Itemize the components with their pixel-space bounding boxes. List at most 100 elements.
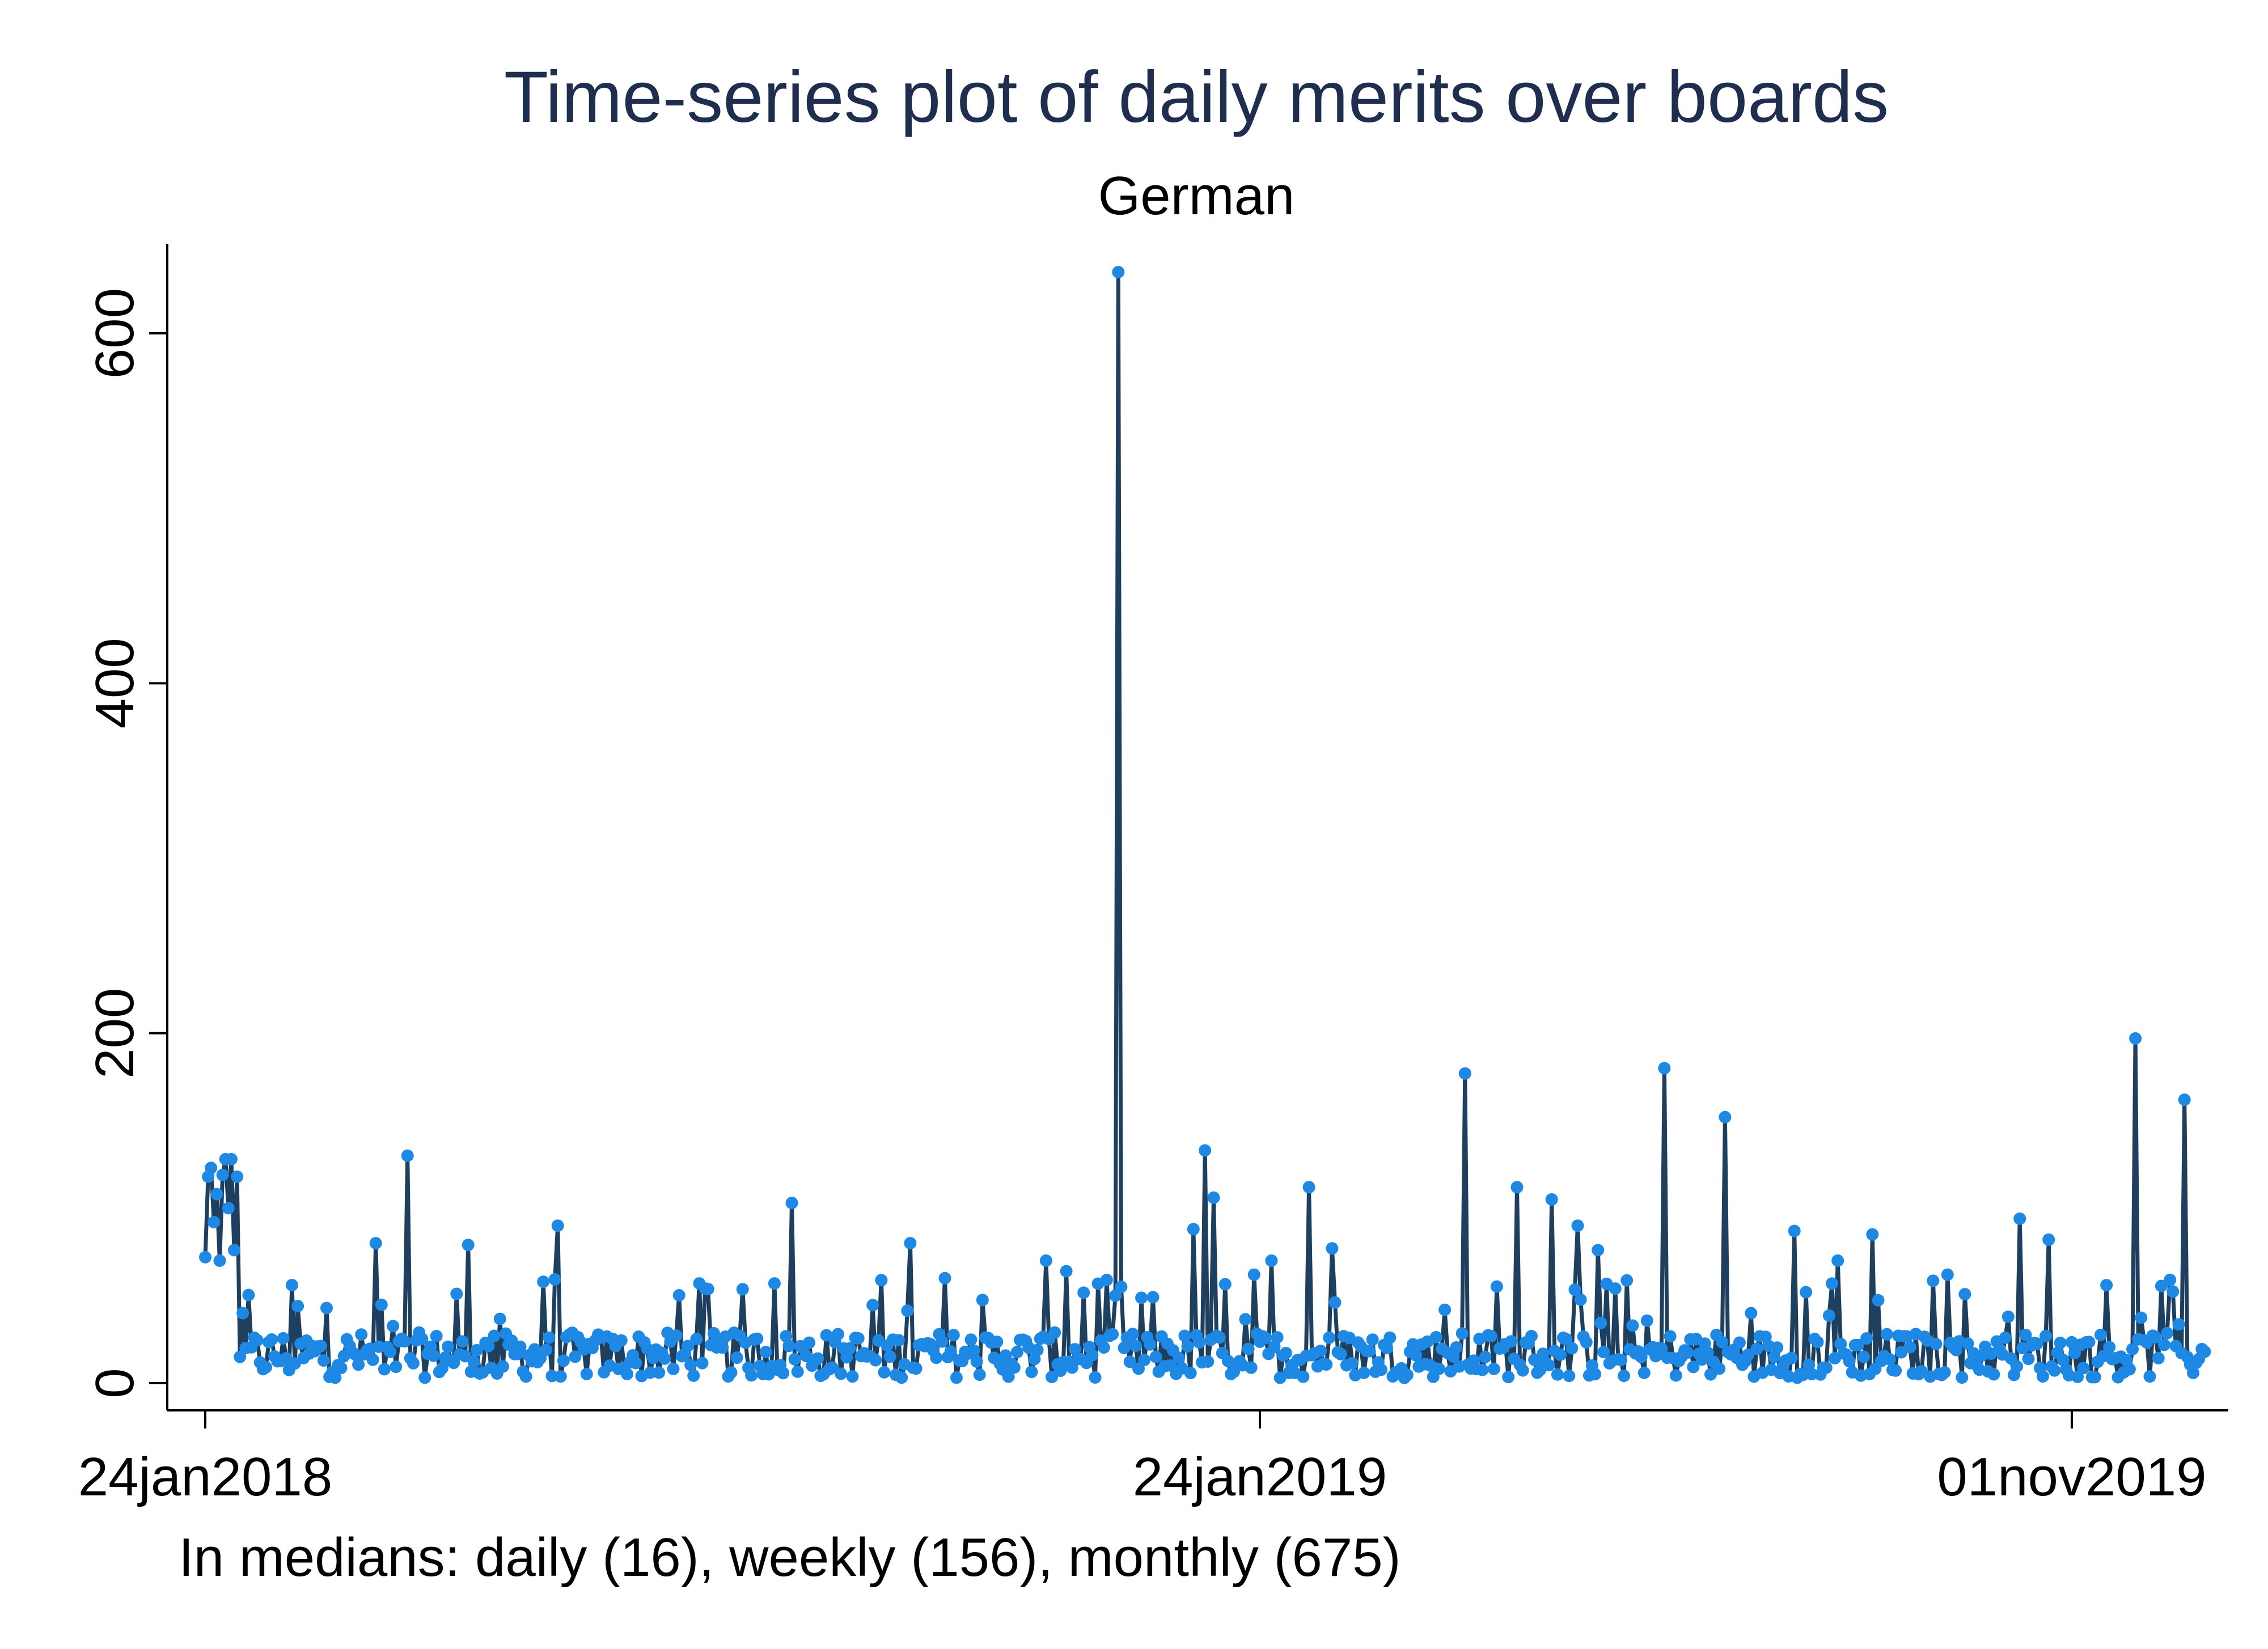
data-point (1574, 1293, 1587, 1306)
plot-area: 0 200 400 600 24jan2018 24jan2019 01nov2019 (78, 244, 2228, 1507)
data-point (528, 1343, 541, 1356)
data-point (644, 1366, 657, 1379)
data-point (1620, 1274, 1634, 1287)
y-tick-label: 0 (84, 1368, 145, 1398)
data-point (1771, 1341, 1784, 1354)
data-point (878, 1366, 891, 1379)
data-point (320, 1302, 333, 1315)
data-point (1109, 1289, 1122, 1302)
data-point (285, 1279, 298, 1292)
data-point (2039, 1329, 2053, 1342)
data-point (551, 1219, 564, 1232)
data-point (1987, 1368, 2000, 1381)
data-point (291, 1300, 304, 1313)
data-point (1207, 1191, 1220, 1204)
chart-title: Time-series plot of daily merits over bo… (504, 57, 1889, 138)
data-point (1938, 1366, 1951, 1379)
data-point (1502, 1371, 1515, 1384)
data-point (1785, 1351, 1798, 1364)
data-point (725, 1366, 738, 1379)
data-point (488, 1329, 501, 1342)
data-point (1554, 1348, 1567, 1361)
data-point (1866, 1228, 1879, 1241)
data-point (690, 1333, 703, 1346)
data-point (991, 1336, 1004, 1349)
data-point (2057, 1354, 2070, 1367)
data-point (205, 1161, 218, 1175)
data-point (759, 1346, 772, 1359)
data-point (1247, 1268, 1260, 1281)
data-point (1302, 1181, 1315, 1194)
data-point (843, 1342, 856, 1355)
data-point (1346, 1357, 1359, 1370)
data-point (1655, 1342, 1668, 1355)
data-point (1450, 1341, 1463, 1354)
data-point (1129, 1339, 1142, 1352)
data-point (947, 1329, 960, 1342)
data-point (1010, 1346, 1023, 1359)
y-tick-label: 200 (84, 988, 145, 1079)
data-point (199, 1250, 211, 1264)
data-point (904, 1237, 917, 1250)
data-point (1455, 1327, 1469, 1340)
data-point (701, 1283, 714, 1295)
data-point (2152, 1352, 2165, 1364)
data-point (1768, 1351, 1781, 1364)
data-point (398, 1335, 411, 1348)
data-point (1060, 1265, 1073, 1278)
data-point (964, 1333, 978, 1346)
data-point (537, 1275, 550, 1288)
data-point (1999, 1331, 2012, 1344)
data-point (1733, 1336, 1746, 1349)
data-point (1381, 1342, 1394, 1355)
data-point (892, 1334, 905, 1347)
data-point (375, 1298, 388, 1311)
data-point (1334, 1347, 1347, 1360)
data-point (869, 1354, 882, 1367)
data-point (401, 1149, 414, 1162)
data-point (1106, 1328, 1119, 1341)
data-point (1487, 1363, 1500, 1375)
data-point (2187, 1367, 2199, 1379)
data-point (369, 1237, 382, 1250)
data-point (1664, 1330, 1677, 1343)
data-point (1831, 1254, 1844, 1267)
chart-subtitle: German (1098, 166, 1295, 226)
data-point (277, 1332, 290, 1345)
data-point (2135, 1311, 2148, 1324)
data-point (1811, 1336, 1824, 1349)
data-point (314, 1339, 327, 1353)
data-point (621, 1367, 633, 1380)
data-point (973, 1368, 986, 1381)
data-point (1528, 1353, 1541, 1366)
data-point (1268, 1340, 1281, 1353)
data-point (1640, 1314, 1653, 1327)
data-point (387, 1320, 400, 1333)
data-point (1213, 1331, 1226, 1344)
data-point (1458, 1067, 1471, 1080)
data-point (1658, 1062, 1671, 1075)
data-point (950, 1371, 963, 1384)
data-point (1149, 1350, 1162, 1363)
data-point (430, 1330, 443, 1342)
data-point (1742, 1349, 1755, 1361)
data-point (1239, 1313, 1252, 1326)
data-point (2002, 1310, 2015, 1323)
data-point (548, 1273, 561, 1286)
data-point (930, 1351, 943, 1364)
data-point (780, 1330, 793, 1343)
data-point (329, 1371, 342, 1384)
data-point (2172, 1318, 2185, 1331)
data-point (1077, 1286, 1090, 1299)
data-point (826, 1361, 839, 1374)
data-point (1565, 1342, 1579, 1355)
data-point (1086, 1349, 1099, 1362)
data-point (1173, 1351, 1186, 1364)
data-point (1484, 1329, 1497, 1342)
data-point (2100, 1279, 2113, 1292)
data-point (1326, 1242, 1339, 1255)
data-point (1927, 1274, 1940, 1287)
data-point (1068, 1343, 1081, 1356)
data-point (222, 1202, 235, 1215)
data-point (615, 1334, 628, 1347)
